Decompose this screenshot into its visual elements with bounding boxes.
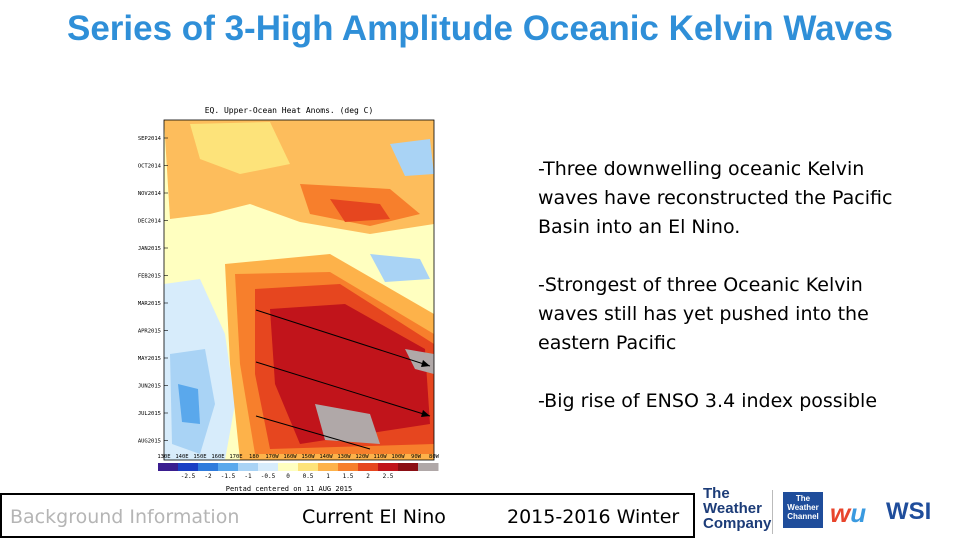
colorbar-tick-label: 1 (326, 473, 330, 480)
y-tick-label: DEC2014 (138, 219, 162, 225)
colorbar-swatch (418, 463, 439, 471)
footer-bar: Background Information Current El Nino 2… (0, 493, 695, 538)
colorbar-tick-label: -2 (204, 473, 212, 480)
y-tick-label: JUN2015 (138, 384, 161, 390)
bullet-item: -Three downwelling oceanic Kelvin waves … (538, 158, 893, 238)
colorbar-tick-label: 1.5 (343, 473, 354, 480)
y-tick-label: SEP2014 (138, 136, 162, 142)
x-tick-label: 160W (283, 454, 297, 460)
x-tick-label: 150W (301, 454, 315, 460)
x-tick-label: 120W (355, 454, 369, 460)
y-tick-label: JUL2015 (138, 411, 161, 417)
colorbar-swatch (178, 463, 199, 471)
footer-season[interactable]: 2015-2016 Winter (507, 506, 680, 528)
footer-background[interactable]: Background Information (10, 506, 240, 528)
x-tick-label: 150E (193, 454, 206, 460)
y-tick-label: MAY2015 (138, 356, 161, 362)
figure-caption: Pentad centered on 11 AUG 2015 (226, 485, 352, 493)
x-tick-label: 110W (373, 454, 387, 460)
colorbar-swatch (338, 463, 359, 471)
colorbar-swatch (198, 463, 219, 471)
logo-text: Weather (787, 503, 819, 512)
figure-title: EQ. Upper-Ocean Heat Anoms. (deg C) (204, 106, 374, 115)
colorbar-swatch (218, 463, 239, 471)
y-tick-label: NOV2014 (138, 191, 162, 197)
wsi-logo: WSI (886, 498, 932, 525)
colorbar-swatch (358, 463, 379, 471)
logo-text: Company (703, 515, 772, 532)
y-tick-label: JAN2015 (138, 246, 161, 252)
colorbar-swatch (318, 463, 339, 471)
x-tick-label: 160E (211, 454, 224, 460)
hovmoller-figure: EQ. Upper-Ocean Heat Anoms. (deg C) (130, 104, 448, 496)
wu-logo: wu (830, 498, 867, 528)
colorbar-tick-label: 2 (366, 473, 370, 480)
hovmoller-plot: SEP2014 OCT2014 NOV2014 DEC2014 JAN2015 FEB20… (138, 119, 440, 493)
logo-divider (772, 490, 773, 534)
x-tick-label: 80W (429, 454, 440, 460)
colorbar-tick-label: 0.5 (303, 473, 314, 480)
bullet-item: -Strongest of three Oceanic Kelvin waves… (538, 274, 869, 354)
y-tick-label: FEB2015 (138, 274, 161, 280)
colorbar-tick-label: -1 (244, 473, 252, 480)
colorbar-tick-label: 2.5 (383, 473, 394, 480)
y-tick-label: MAR2015 (138, 301, 161, 307)
colorbar-swatch (238, 463, 259, 471)
bullet-list: -Three downwelling oceanic Kelvin waves … (538, 155, 898, 445)
y-tick-label: AUG2015 (138, 439, 161, 445)
logo-text: Channel (787, 512, 819, 521)
weather-channel-logo: The Weather Channel (783, 492, 823, 528)
colorbar-swatch (298, 463, 319, 471)
logo-text: The (703, 485, 730, 502)
colorbar-tick-label: -0.5 (261, 473, 276, 480)
colorbar-swatch (278, 463, 299, 471)
x-tick-label: 130E (157, 454, 170, 460)
colorbar-swatch (158, 463, 179, 471)
weather-company-logo: The Weather Company (703, 486, 771, 531)
logo-text: Weather (703, 500, 762, 517)
footer-current[interactable]: Current El Nino (302, 506, 446, 528)
colorbar-swatch (398, 463, 419, 471)
colorbar-tick-label: 0 (286, 473, 290, 480)
x-tick-label: 140W (319, 454, 333, 460)
x-tick-label: 100W (391, 454, 405, 460)
x-tick-label: 170E (229, 454, 242, 460)
colorbar-swatch (258, 463, 279, 471)
x-tick-label: 170W (265, 454, 279, 460)
x-tick-label: 140E (175, 454, 188, 460)
y-tick-label: APR2015 (138, 329, 161, 335)
colorbar-swatch (378, 463, 399, 471)
y-tick-label: OCT2014 (138, 164, 162, 170)
x-tick-label: 180 (249, 454, 259, 460)
x-tick-label: 130W (337, 454, 351, 460)
bullet-item: -Big rise of ENSO 3.4 index possible (538, 390, 878, 412)
x-tick-label: 90W (411, 454, 422, 460)
colorbar-tick-label: -1.5 (221, 473, 236, 480)
slide-title: Series of 3-High Amplitude Oceanic Kelvi… (67, 9, 893, 48)
colorbar-tick-label: -2.5 (181, 473, 196, 480)
logo-text: The (795, 494, 811, 503)
